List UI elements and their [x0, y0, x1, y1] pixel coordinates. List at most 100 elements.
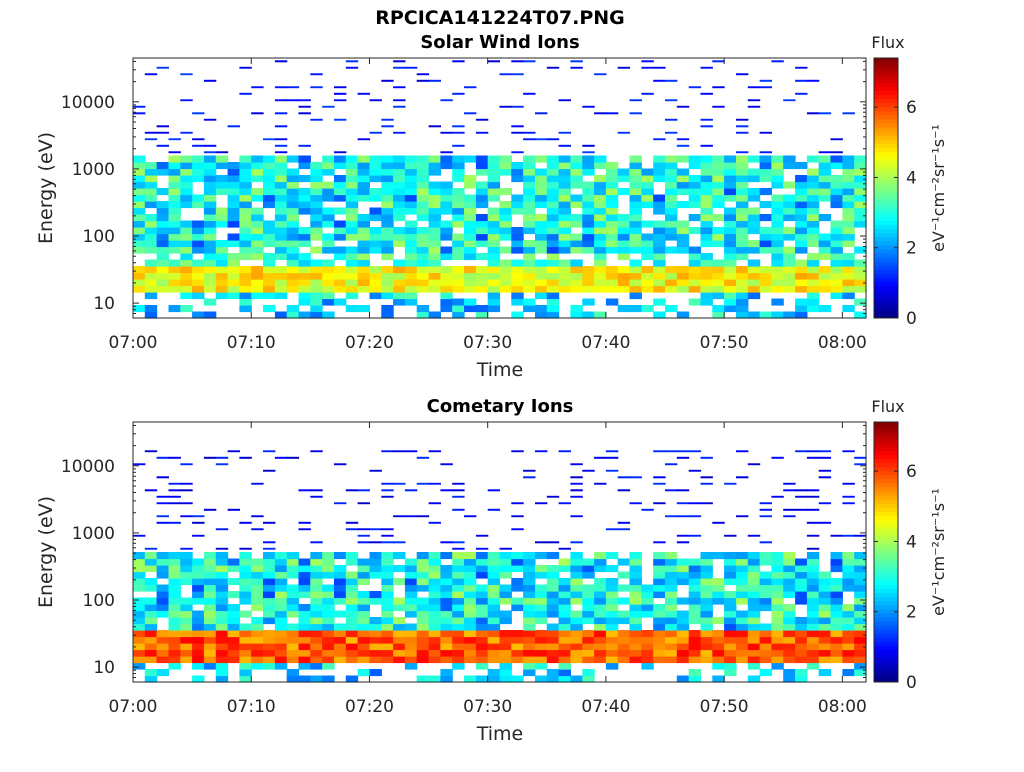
spectrogram-cell — [806, 656, 820, 664]
spectrogram-cell — [724, 591, 737, 599]
spectrogram-cell — [830, 643, 843, 651]
spectrogram-cell — [724, 162, 737, 170]
spectrogram-cell — [156, 66, 169, 69]
spectrogram-cell — [369, 240, 382, 248]
spectrogram-cell — [676, 144, 690, 147]
spectrogram-cell — [286, 194, 300, 202]
spectrogram-cell — [535, 649, 548, 657]
spectrogram-cell — [428, 649, 441, 657]
y-axis-label-cometary: Energy (eV) — [35, 496, 57, 608]
spectrogram-cell — [783, 656, 796, 664]
spectrogram-cell — [440, 578, 453, 586]
spectrogram-cell — [653, 138, 666, 141]
spectrogram-cell — [263, 253, 276, 261]
spectrogram-cell — [334, 227, 347, 235]
spectrogram-cell — [617, 489, 631, 492]
spectrogram-cell — [345, 649, 359, 657]
spectrogram-cell — [357, 188, 370, 196]
spectrogram-cell — [830, 292, 843, 300]
spectrogram-cell — [263, 469, 276, 472]
spectrogram-cell — [369, 552, 382, 560]
spectrogram-cell — [251, 617, 264, 625]
spectrogram-cell — [263, 162, 276, 170]
spectrogram-cell — [192, 168, 205, 176]
spectrogram-cell — [724, 155, 737, 163]
spectrogram-cell — [712, 272, 725, 280]
spectrogram-cell — [239, 194, 252, 202]
spectrogram-cell — [830, 201, 843, 209]
spectrogram-cell — [310, 118, 323, 121]
spectrogram-cell — [251, 175, 264, 183]
spectrogram-cell — [712, 240, 725, 248]
spectrogram-cell — [334, 92, 347, 95]
spectrogram-cell — [830, 656, 843, 664]
spectrogram-cell — [452, 662, 465, 670]
spectrogram-cell — [369, 292, 382, 300]
colorbar-segment — [874, 462, 898, 468]
spectrogram-cell — [523, 636, 536, 644]
spectrogram-cell — [203, 220, 217, 228]
spectrogram-cell — [653, 656, 666, 664]
spectrogram-cell — [842, 502, 855, 505]
spectrogram-cell — [334, 578, 347, 586]
spectrogram-cell — [535, 138, 548, 141]
spectrogram-cell — [322, 604, 335, 612]
spectrogram-cell — [676, 456, 690, 459]
spectrogram-cell — [523, 168, 536, 176]
spectrogram-cell — [322, 610, 335, 618]
spectrogram-cell — [842, 253, 855, 261]
spectrogram-cell — [594, 623, 607, 631]
spectrogram-cell — [133, 181, 146, 189]
colorbar-segment — [874, 163, 898, 169]
spectrogram-cell — [546, 630, 560, 638]
spectrogram-cell — [440, 463, 453, 466]
spectrogram-cell — [274, 220, 288, 228]
spectrogram-cell — [215, 675, 229, 683]
spectrogram-cell — [203, 571, 217, 579]
spectrogram-cell — [842, 305, 855, 313]
spectrogram-cell — [842, 168, 855, 176]
spectrogram-cell — [452, 220, 465, 228]
spectrogram-cell — [298, 558, 311, 566]
spectrogram-cell — [310, 214, 323, 222]
spectrogram-cell — [724, 253, 737, 261]
spectrogram-cell — [736, 151, 749, 154]
colorbar-tick-label: 2 — [906, 239, 917, 259]
spectrogram-cell — [428, 168, 441, 176]
spectrogram-cell — [771, 552, 784, 560]
spectrogram-cell — [475, 571, 489, 579]
spectrogram-cell — [144, 597, 158, 605]
spectrogram-cell — [487, 246, 501, 254]
spectrogram-cell — [558, 272, 571, 280]
spectrogram-cell — [570, 220, 583, 228]
spectrogram-cell — [605, 266, 619, 274]
colorbar-segment — [874, 309, 898, 315]
spectrogram-cell — [357, 649, 370, 657]
spectrogram-cell — [688, 669, 702, 677]
spectrogram-cell — [546, 162, 560, 170]
spectrogram-cell — [523, 578, 536, 586]
spectrogram-cell — [298, 623, 311, 631]
spectrogram-cell — [180, 463, 193, 466]
spectrogram-cell — [404, 66, 418, 69]
spectrogram-cell — [759, 155, 772, 163]
spectrogram-cell — [464, 207, 477, 215]
spectrogram-cell — [286, 584, 300, 592]
spectrogram-cell — [747, 463, 761, 466]
colorbar-segment — [874, 633, 898, 638]
spectrogram-cell — [263, 604, 276, 612]
spectrogram-cell — [144, 285, 158, 293]
spectrogram-cell — [263, 643, 276, 651]
spectrogram-cell — [700, 285, 713, 293]
colorbar-segment — [874, 661, 898, 667]
spectrogram-cell — [227, 240, 240, 248]
spectrogram-cell — [404, 233, 418, 241]
spectrogram-cell — [759, 214, 772, 222]
spectrogram-cell — [369, 636, 382, 644]
spectrogram-cell — [192, 194, 205, 202]
spectrogram-cell — [345, 305, 359, 313]
spectrogram-cell — [357, 669, 370, 677]
spectrogram-cell — [381, 565, 394, 573]
spectrogram-cell — [133, 643, 146, 651]
spectrogram-cell — [428, 194, 441, 202]
